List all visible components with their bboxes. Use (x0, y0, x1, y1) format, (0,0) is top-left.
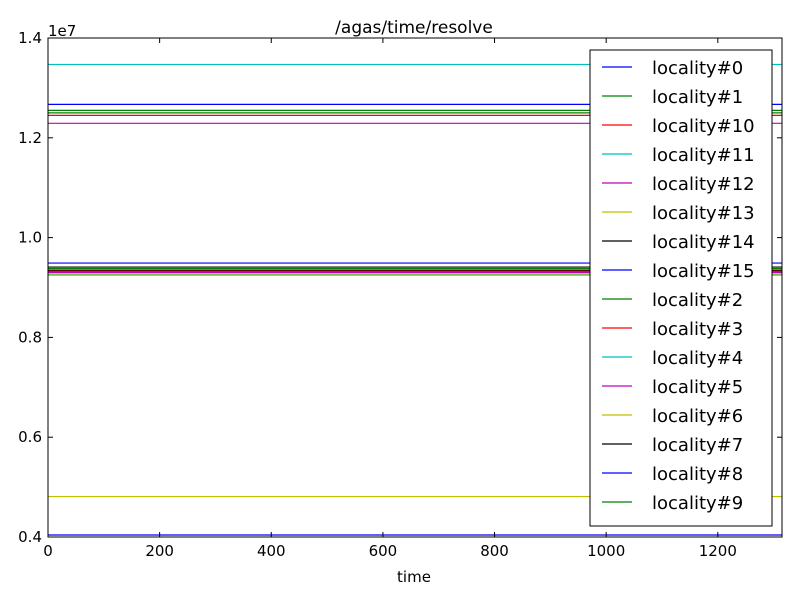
x-tick-label: 400 (257, 542, 286, 560)
y-tick-label: 0.6 (18, 428, 42, 446)
x-tick-label: 600 (369, 542, 398, 560)
legend-label: locality#0 (652, 58, 743, 79)
y-offset-label: 1e7 (48, 22, 76, 40)
plot-frame (47, 37, 783, 538)
legend-label: locality#13 (652, 203, 755, 224)
legend-label: locality#7 (652, 435, 743, 456)
legend-label: locality#1 (652, 87, 743, 108)
x-tick-label: 800 (480, 542, 509, 560)
x-tick-label: 200 (145, 542, 174, 560)
legend-label: locality#14 (652, 232, 755, 253)
y-tick-label: 0.8 (18, 328, 42, 346)
x-tick-label: 1200 (699, 542, 737, 560)
legend-label: locality#3 (652, 319, 743, 340)
y-tick-label: 1.4 (18, 29, 42, 47)
x-tick-label: 0 (43, 542, 53, 560)
y-tick-label: 1.0 (18, 229, 42, 247)
y-tick-label: 1.2 (18, 129, 42, 147)
legend-label: locality#9 (652, 493, 743, 514)
legend-label: locality#8 (652, 464, 743, 485)
legend: locality#0 locality#1 locality#10 locality#… (589, 49, 773, 527)
x-axis-label: time (397, 568, 431, 586)
chart-title: /agas/time/resolve (335, 18, 493, 38)
legend-label: locality#10 (652, 116, 755, 137)
axes-layer: 0 200 400 600 800 1000 1200 0.4 0.6 0.8 1.0 1.2 1.4 (18, 29, 782, 560)
legend-label: locality#11 (652, 145, 755, 166)
legend-label: locality#4 (652, 348, 743, 369)
x-tick-label: 1000 (587, 542, 625, 560)
legend-label: locality#12 (652, 174, 755, 195)
legend-label: locality#5 (652, 377, 743, 398)
legend-label: locality#2 (652, 290, 743, 311)
legend-label: locality#15 (652, 261, 755, 282)
y-tick-label: 0.4 (18, 528, 42, 546)
legend-label: locality#6 (652, 406, 743, 427)
legend-box (589, 49, 773, 527)
